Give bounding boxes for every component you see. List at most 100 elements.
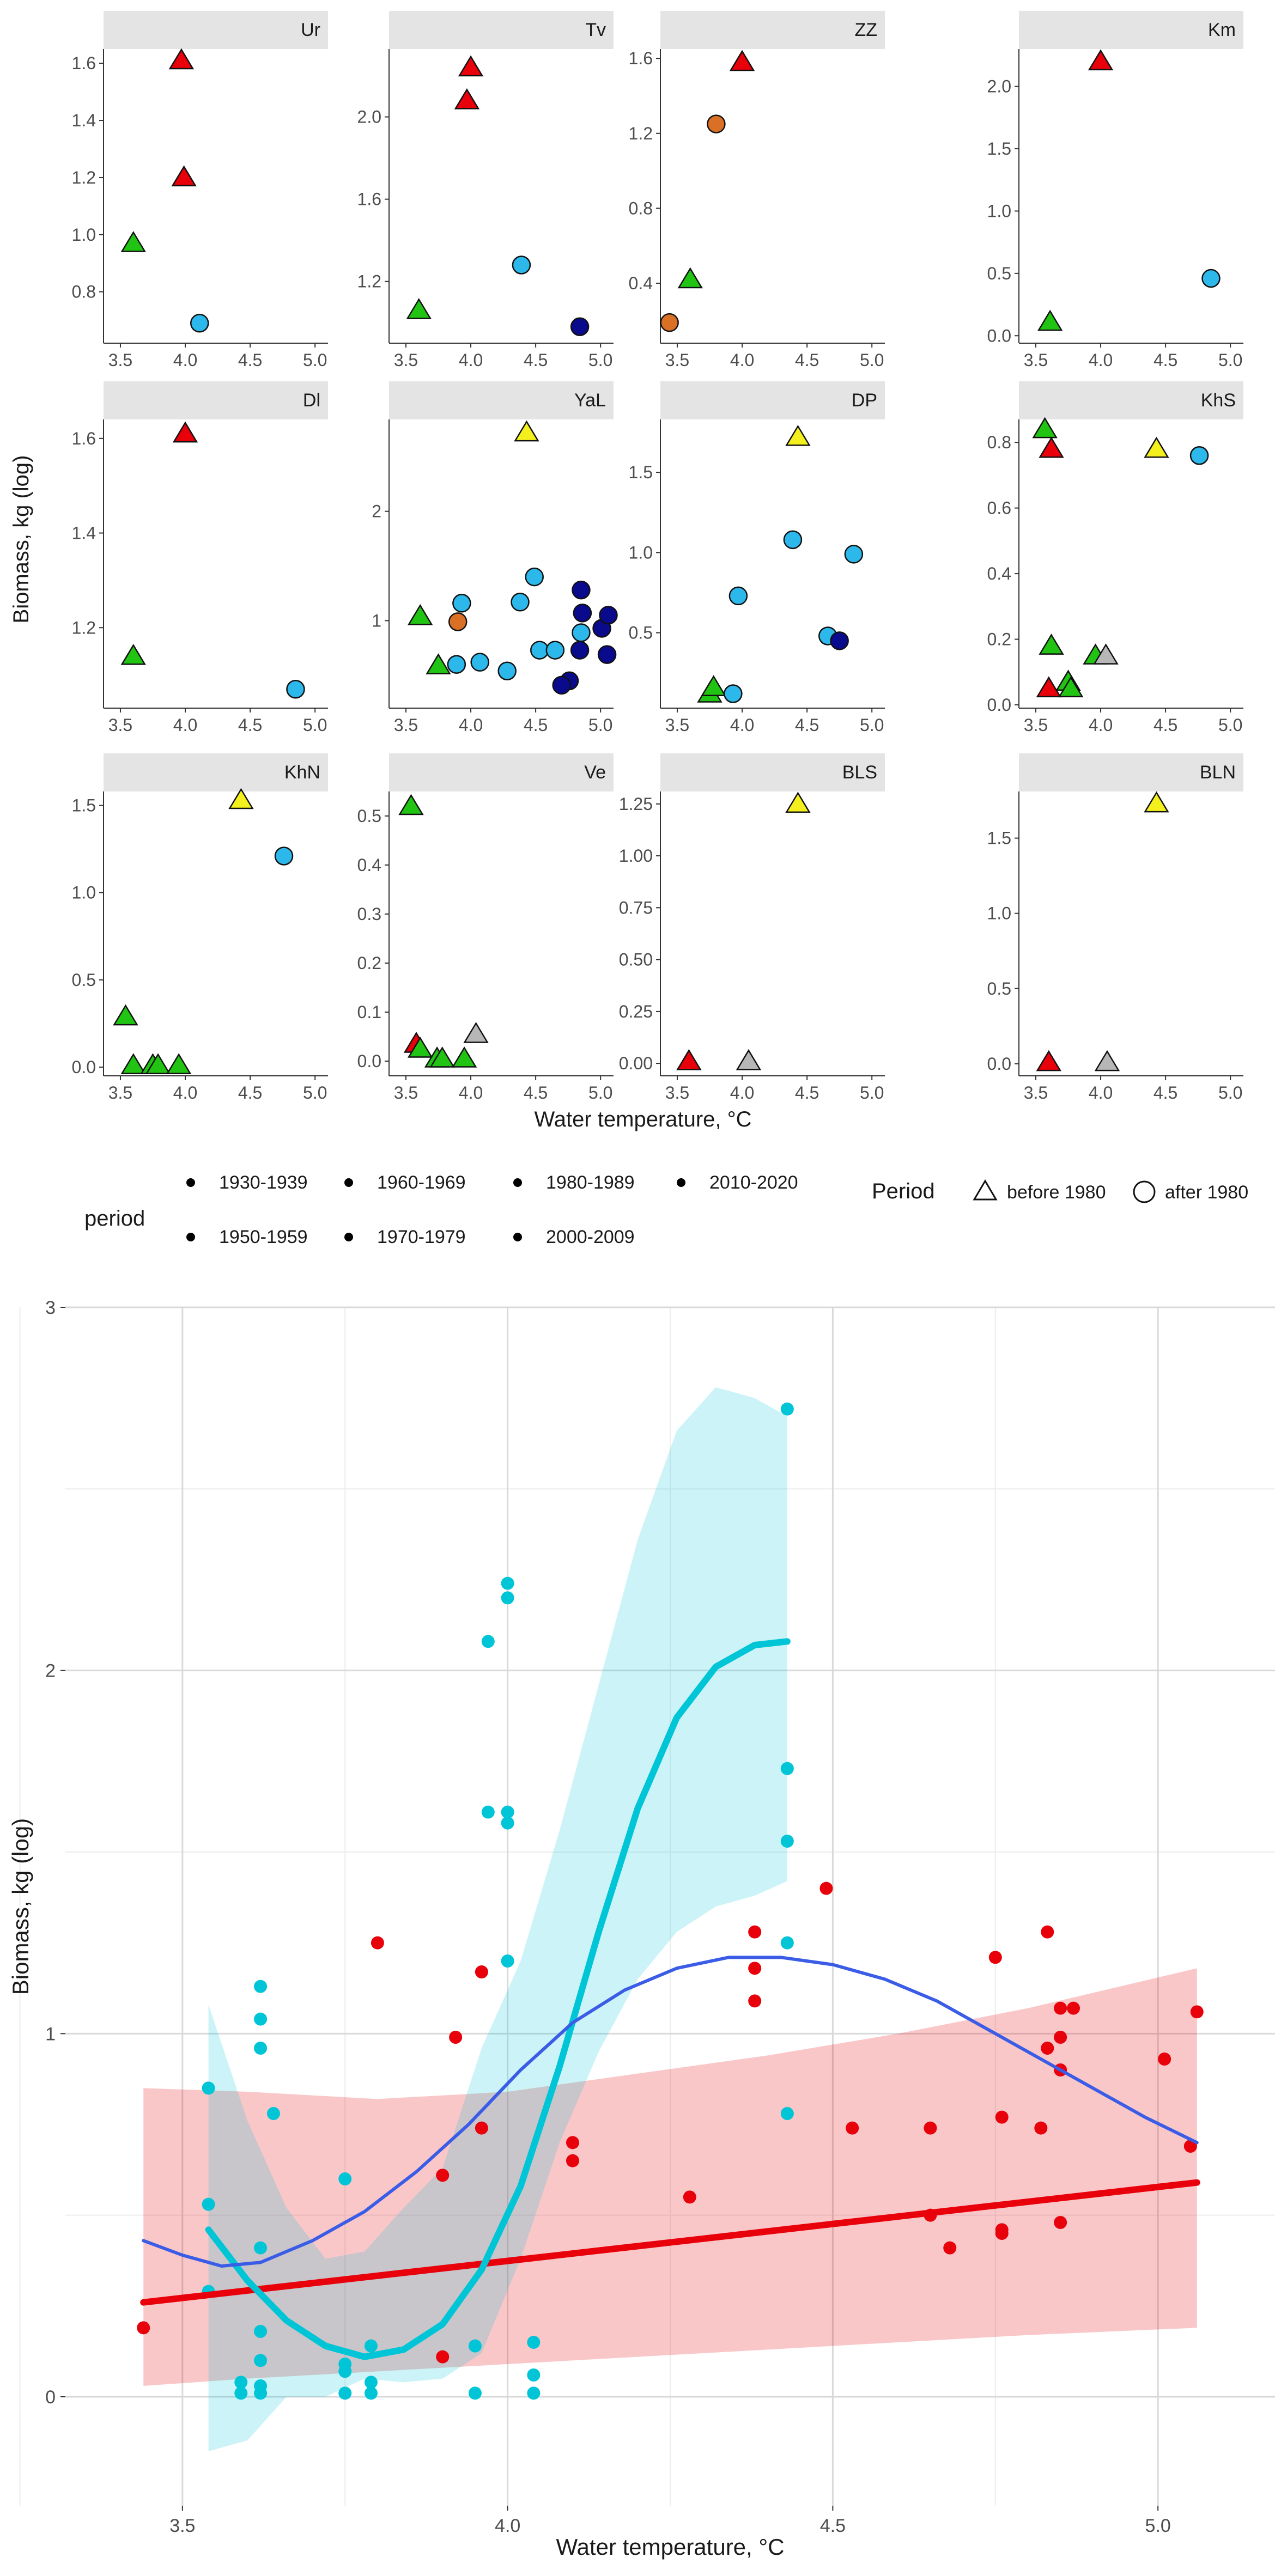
- main-point-after1980: [943, 2241, 957, 2255]
- main-x-axis-title: Water temperature, °C: [556, 2534, 784, 2560]
- point-circle-Km: [1201, 269, 1221, 288]
- legend-period-label: 1950-1959: [219, 1227, 308, 1247]
- main-point-after1980: [748, 1962, 762, 1975]
- main-point-before1980: [780, 1402, 794, 1416]
- confidence-band-after1980: [143, 1968, 1197, 2386]
- legend-period-title: period: [84, 1207, 145, 1231]
- x-tick-label-BLN: 5.0: [1218, 1083, 1242, 1103]
- main-point-after1980: [566, 2154, 579, 2167]
- point-triangle-Tv: [454, 88, 480, 109]
- x-tick-label-Tv: 4.5: [524, 350, 548, 370]
- y-tick-label-DP: 1.0: [629, 543, 653, 562]
- y-tick-label-KhN: 1.0: [72, 883, 96, 903]
- y-tick-label-ZZ: 0.8: [629, 198, 653, 218]
- main-point-before1980: [501, 1591, 514, 1605]
- y-tick-label-KhN: 0.5: [72, 970, 96, 990]
- point-circle-DP: [729, 586, 748, 606]
- main-point-before1980: [481, 1805, 495, 1819]
- point-triangle-Dl: [120, 643, 146, 665]
- point-circle-YaL: [470, 653, 489, 672]
- main-point-before1980: [202, 2081, 215, 2095]
- facet-title-Ve: Ve: [584, 762, 606, 783]
- y-tick-label-ZZ: 0.4: [629, 273, 653, 293]
- main-point-after1980: [1054, 2216, 1067, 2229]
- x-tick-label-Ur: 4.5: [238, 350, 262, 370]
- y-tick-label-ZZ: 1.6: [629, 48, 653, 68]
- facet-title-Tv: Tv: [585, 20, 606, 40]
- facet-title-BLS: BLS: [842, 762, 877, 783]
- point-triangle-BLN: [1094, 1050, 1120, 1071]
- x-tick-label-DP: 4.0: [730, 715, 754, 735]
- legend-period-key: [344, 1178, 353, 1187]
- main-point-after1980: [1158, 2053, 1171, 2066]
- point-circle-YaL: [597, 645, 617, 664]
- y-tick-label-Km: 1.0: [987, 201, 1011, 221]
- point-triangle-BLN: [1036, 1050, 1061, 1071]
- facet-y-axis-title: Biomass, kg (log): [9, 455, 33, 624]
- point-triangle-Dl: [172, 421, 198, 443]
- y-tick-label-Tv: 1.6: [357, 190, 381, 209]
- x-tick-label-YaL: 5.0: [588, 715, 612, 735]
- main-y-tick-label: 2: [45, 1661, 56, 1682]
- main-point-before1980: [780, 1936, 794, 1950]
- x-tick-label-YaL: 4.0: [459, 715, 483, 735]
- x-tick-label-KhS: 5.0: [1218, 715, 1242, 735]
- point-triangle-KhN: [120, 1053, 146, 1075]
- y-tick-label-DP: 0.5: [629, 623, 653, 643]
- fit-line-before1980: [205, 1638, 791, 2360]
- point-triangle-KhS: [1144, 436, 1169, 458]
- main-point-after1980: [1067, 2001, 1080, 2015]
- y-tick-label-Ur: 1.6: [72, 53, 96, 73]
- y-tick-label-Km: 0.5: [987, 264, 1011, 283]
- main-point-before1980: [468, 2339, 482, 2353]
- facet-title-YaL: YaL: [574, 390, 606, 411]
- facet-strip-Dl: [104, 381, 328, 419]
- main-point-after1980: [748, 1994, 762, 2008]
- x-tick-label-YaL: 3.5: [394, 715, 418, 735]
- facet-title-ZZ: ZZ: [854, 20, 877, 40]
- facet-title-KhS: KhS: [1201, 390, 1236, 411]
- point-circle-YaL: [530, 641, 549, 660]
- facet-title-Km: Km: [1208, 20, 1236, 40]
- legend-period-key: [677, 1178, 685, 1187]
- main-point-after1980: [988, 1951, 1002, 1964]
- main-x-tick-label: 5.0: [1145, 2516, 1171, 2536]
- legend-period-label: 1930-1939: [219, 1172, 308, 1193]
- y-tick-label-KhN: 0.0: [72, 1057, 96, 1077]
- x-tick-label-Dl: 4.5: [238, 715, 262, 735]
- main-x-tick-label: 4.5: [820, 2516, 846, 2536]
- main-point-after1980: [371, 1936, 384, 1950]
- confidence-band-before1980: [208, 1387, 787, 2451]
- x-tick-label-ZZ: 5.0: [860, 350, 884, 370]
- y-tick-label-BLS: 0.25: [619, 1002, 653, 1021]
- y-tick-label-Ve: 0.1: [357, 1002, 381, 1022]
- main-point-after1980: [748, 1925, 762, 1939]
- point-circle-YaL: [447, 655, 466, 674]
- x-tick-label-KhS: 4.5: [1154, 715, 1177, 735]
- x-tick-label-YaL: 4.5: [524, 715, 548, 735]
- main-point-after1980: [1041, 2042, 1054, 2055]
- x-tick-label-Ve: 4.0: [459, 1083, 483, 1103]
- main-point-after1980: [137, 2321, 150, 2335]
- main-point-before1980: [254, 2042, 268, 2055]
- y-tick-label-Km: 2.0: [987, 77, 1011, 96]
- main-point-before1980: [501, 1954, 514, 1968]
- main-y-tick-label: 0: [45, 2387, 56, 2408]
- point-circle-YaL: [497, 661, 517, 680]
- point-circle-DP: [844, 545, 864, 564]
- legend-period-key: [513, 1178, 522, 1187]
- point-triangle-BLS: [736, 1049, 762, 1070]
- main-y-axis-title: Biomass, kg (log): [8, 1818, 33, 1995]
- point-triangle-KhS: [1093, 643, 1119, 665]
- y-tick-label-BLN: 0.0: [987, 1054, 1011, 1074]
- x-tick-label-Ve: 3.5: [394, 1083, 418, 1103]
- legend-shape-label: before 1980: [1007, 1182, 1106, 1203]
- point-triangle-BLS: [676, 1049, 702, 1070]
- facet-title-BLN: BLN: [1200, 762, 1236, 783]
- x-tick-label-BLS: 4.0: [730, 1083, 754, 1103]
- x-tick-label-KhN: 3.5: [108, 1083, 132, 1103]
- point-circle-YaL: [452, 594, 471, 613]
- legend-shape-title: Period: [872, 1179, 935, 1203]
- y-tick-label-Dl: 1.6: [72, 429, 96, 448]
- point-circle-Tv: [512, 255, 531, 275]
